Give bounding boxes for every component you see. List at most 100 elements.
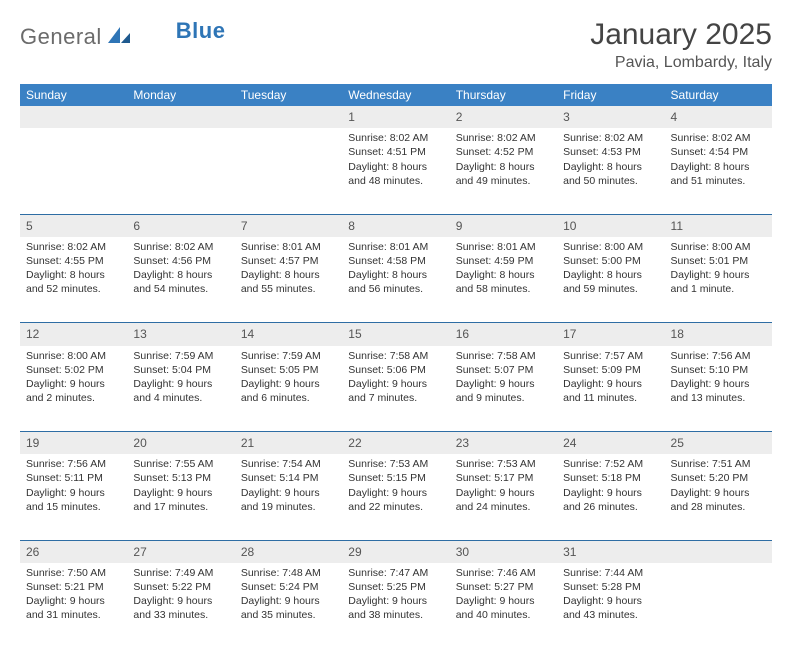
day-number: 11 <box>665 214 772 237</box>
sunrise-text: Sunrise: 7:56 AM <box>26 457 121 471</box>
daylight2-text: and 58 minutes. <box>456 282 551 296</box>
sunset-text: Sunset: 5:11 PM <box>26 471 121 485</box>
day-number: 27 <box>127 540 234 563</box>
day-cell: Sunrise: 7:48 AMSunset: 5:24 PMDaylight:… <box>235 563 342 649</box>
daylight1-text: Daylight: 8 hours <box>241 268 336 282</box>
day-number: 10 <box>557 214 664 237</box>
daylight2-text: and 19 minutes. <box>241 500 336 514</box>
brand-logo: General Blue <box>20 24 225 50</box>
daylight2-text: and 2 minutes. <box>26 391 121 405</box>
brand-name-blue: Blue <box>176 18 226 44</box>
daylight1-text: Daylight: 9 hours <box>26 486 121 500</box>
sunset-text: Sunset: 5:05 PM <box>241 363 336 377</box>
daylight1-text: Daylight: 9 hours <box>563 377 658 391</box>
day-number <box>20 106 127 128</box>
day-number: 8 <box>342 214 449 237</box>
day-cell: Sunrise: 7:50 AMSunset: 5:21 PMDaylight:… <box>20 563 127 649</box>
daylight2-text: and 38 minutes. <box>348 608 443 622</box>
sunrise-text: Sunrise: 7:55 AM <box>133 457 228 471</box>
sunset-text: Sunset: 4:59 PM <box>456 254 551 268</box>
day-number: 7 <box>235 214 342 237</box>
sunrise-text: Sunrise: 7:53 AM <box>456 457 551 471</box>
sunset-text: Sunset: 4:57 PM <box>241 254 336 268</box>
day-number <box>235 106 342 128</box>
sunrise-text: Sunrise: 7:56 AM <box>671 349 766 363</box>
weekday-header: Monday <box>127 84 234 106</box>
weekday-header: Sunday <box>20 84 127 106</box>
sunrise-text: Sunrise: 7:48 AM <box>241 566 336 580</box>
day-cell: Sunrise: 7:54 AMSunset: 5:14 PMDaylight:… <box>235 454 342 540</box>
daylight1-text: Daylight: 8 hours <box>26 268 121 282</box>
sunset-text: Sunset: 5:07 PM <box>456 363 551 377</box>
sunset-text: Sunset: 5:24 PM <box>241 580 336 594</box>
daylight2-text: and 4 minutes. <box>133 391 228 405</box>
day-cell: Sunrise: 7:46 AMSunset: 5:27 PMDaylight:… <box>450 563 557 649</box>
day-cell: Sunrise: 7:59 AMSunset: 5:04 PMDaylight:… <box>127 346 234 432</box>
daylight1-text: Daylight: 9 hours <box>241 486 336 500</box>
day-number-row: 567891011 <box>20 214 772 237</box>
calendar-table: Sunday Monday Tuesday Wednesday Thursday… <box>20 84 772 649</box>
day-cell: Sunrise: 7:59 AMSunset: 5:05 PMDaylight:… <box>235 346 342 432</box>
daylight2-text: and 9 minutes. <box>456 391 551 405</box>
sunrise-text: Sunrise: 7:58 AM <box>348 349 443 363</box>
weekday-header: Wednesday <box>342 84 449 106</box>
day-cell: Sunrise: 7:52 AMSunset: 5:18 PMDaylight:… <box>557 454 664 540</box>
day-cell: Sunrise: 8:00 AMSunset: 5:00 PMDaylight:… <box>557 237 664 323</box>
sunset-text: Sunset: 5:00 PM <box>563 254 658 268</box>
day-cell: Sunrise: 8:00 AMSunset: 5:02 PMDaylight:… <box>20 346 127 432</box>
day-body-row: Sunrise: 8:02 AMSunset: 4:55 PMDaylight:… <box>20 237 772 323</box>
sunset-text: Sunset: 4:55 PM <box>26 254 121 268</box>
day-cell <box>235 128 342 214</box>
daylight1-text: Daylight: 9 hours <box>348 486 443 500</box>
daylight2-text: and 56 minutes. <box>348 282 443 296</box>
day-number: 5 <box>20 214 127 237</box>
daylight1-text: Daylight: 8 hours <box>671 160 766 174</box>
day-number: 3 <box>557 106 664 128</box>
sunrise-text: Sunrise: 7:44 AM <box>563 566 658 580</box>
daylight1-text: Daylight: 8 hours <box>563 268 658 282</box>
sunset-text: Sunset: 5:15 PM <box>348 471 443 485</box>
daylight2-text: and 35 minutes. <box>241 608 336 622</box>
sunrise-text: Sunrise: 8:01 AM <box>456 240 551 254</box>
sunrise-text: Sunrise: 8:02 AM <box>348 131 443 145</box>
daylight2-text: and 48 minutes. <box>348 174 443 188</box>
sunset-text: Sunset: 4:51 PM <box>348 145 443 159</box>
sunrise-text: Sunrise: 7:50 AM <box>26 566 121 580</box>
daylight2-text: and 22 minutes. <box>348 500 443 514</box>
sunrise-text: Sunrise: 8:02 AM <box>456 131 551 145</box>
day-number: 29 <box>342 540 449 563</box>
sunrise-text: Sunrise: 7:49 AM <box>133 566 228 580</box>
day-number: 6 <box>127 214 234 237</box>
daylight1-text: Daylight: 8 hours <box>456 160 551 174</box>
day-number: 26 <box>20 540 127 563</box>
daylight1-text: Daylight: 9 hours <box>241 594 336 608</box>
sunset-text: Sunset: 4:53 PM <box>563 145 658 159</box>
daylight2-text: and 11 minutes. <box>563 391 658 405</box>
day-cell: Sunrise: 7:58 AMSunset: 5:07 PMDaylight:… <box>450 346 557 432</box>
day-number: 28 <box>235 540 342 563</box>
sunrise-text: Sunrise: 8:02 AM <box>671 131 766 145</box>
day-cell: Sunrise: 7:51 AMSunset: 5:20 PMDaylight:… <box>665 454 772 540</box>
day-body-row: Sunrise: 8:00 AMSunset: 5:02 PMDaylight:… <box>20 346 772 432</box>
daylight1-text: Daylight: 9 hours <box>456 377 551 391</box>
daylight1-text: Daylight: 8 hours <box>133 268 228 282</box>
daylight1-text: Daylight: 9 hours <box>26 377 121 391</box>
day-body-row: Sunrise: 7:50 AMSunset: 5:21 PMDaylight:… <box>20 563 772 649</box>
daylight1-text: Daylight: 9 hours <box>671 377 766 391</box>
sunrise-text: Sunrise: 8:01 AM <box>241 240 336 254</box>
daylight2-text: and 28 minutes. <box>671 500 766 514</box>
daylight2-text: and 40 minutes. <box>456 608 551 622</box>
day-number: 1 <box>342 106 449 128</box>
day-number: 22 <box>342 432 449 455</box>
brand-sail-icon <box>106 25 132 50</box>
weekday-header: Thursday <box>450 84 557 106</box>
daylight2-text: and 49 minutes. <box>456 174 551 188</box>
sunset-text: Sunset: 4:58 PM <box>348 254 443 268</box>
daylight1-text: Daylight: 8 hours <box>348 160 443 174</box>
sunrise-text: Sunrise: 8:00 AM <box>671 240 766 254</box>
daylight2-text: and 54 minutes. <box>133 282 228 296</box>
page-header: General Blue January 2025 Pavia, Lombard… <box>20 18 772 72</box>
day-number-row: 12131415161718 <box>20 323 772 346</box>
daylight2-text: and 52 minutes. <box>26 282 121 296</box>
sunrise-text: Sunrise: 7:57 AM <box>563 349 658 363</box>
